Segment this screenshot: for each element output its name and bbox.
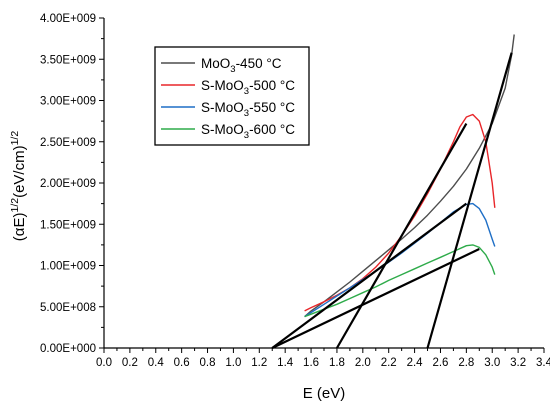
y-tick-label: 4.00E+009 — [40, 13, 96, 25]
y-tick-label: 5.00E+008 — [40, 302, 96, 314]
y-axis-title-prefix-sup: 1/2 — [9, 198, 21, 213]
legend-label-4: S-MoO3-600 °C — [201, 122, 295, 141]
series-line-1 — [304, 34, 515, 318]
y-axis-title-middle-sup: 1/2 — [9, 131, 21, 146]
y-axis-title: (αE)1/2(eV/cm)1/2 — [9, 131, 28, 242]
x-tick-label: 1.0 — [225, 357, 241, 369]
y-tick-label: 3.00E+009 — [40, 96, 96, 108]
tangent-lines — [271, 52, 513, 349]
y-axis-title-prefix: (αE) — [11, 213, 28, 242]
x-tick-label: 3.2 — [510, 357, 526, 369]
x-tick-label: 0.4 — [148, 357, 165, 369]
legend-label-1: MoO3-450 °C — [201, 56, 282, 75]
x-tick-label: 2.4 — [407, 357, 424, 369]
y-tick-label: 2.00E+009 — [40, 178, 96, 190]
x-tick-label: 1.4 — [277, 357, 294, 369]
x-tick-label: 2.8 — [458, 357, 474, 369]
x-tick-label: 0.0 — [96, 357, 112, 369]
y-tick-label: 3.50E+009 — [40, 54, 96, 66]
tangent-line-1 — [271, 248, 480, 349]
y-tick-label: 1.00E+009 — [40, 261, 96, 273]
legend-label-3: S-MoO3-550 °C — [201, 100, 295, 119]
x-tick-label: 2.6 — [432, 357, 448, 369]
tangent-line-2 — [271, 202, 468, 349]
x-tick-label: 0.6 — [174, 357, 190, 369]
x-axis-title: E (eV) — [303, 385, 346, 402]
series-layer — [304, 34, 515, 318]
x-tick-label: 1.8 — [329, 357, 345, 369]
y-tick-label: 1.50E+009 — [40, 219, 96, 231]
x-tick-label: 0.8 — [200, 357, 216, 369]
tangent-line-4 — [426, 52, 513, 349]
y-tick-label: 2.50E+009 — [40, 137, 96, 149]
y-axis-title-middle: (eV/cm) — [11, 145, 28, 198]
x-tick-label: 2.0 — [355, 357, 371, 369]
x-tick-label: 0.2 — [122, 357, 138, 369]
series-line-3 — [304, 202, 496, 318]
x-tick-label: 1.6 — [303, 357, 319, 369]
tangent-line-3 — [335, 123, 468, 349]
y-tick-label: 0.00E+000 — [40, 343, 96, 355]
tick-labels: 0.0 0.2 0.4 0.6 0.8 1.0 1.2 1.4 1.6 1.8 2.0 2.2 2.4 2… — [40, 13, 550, 369]
x-tick-label: 3.4 — [536, 357, 550, 369]
x-tick-label: 1.2 — [251, 357, 267, 369]
x-tick-label: 3.0 — [484, 357, 500, 369]
legend-label-2: S-MoO3-500 °C — [201, 78, 295, 97]
x-tick-label: 2.2 — [381, 357, 397, 369]
legend: MoO3-450 °C S-MoO3-500 °C S-MoO3-550 °C S-M… — [154, 46, 310, 146]
series-line-4 — [304, 244, 496, 318]
